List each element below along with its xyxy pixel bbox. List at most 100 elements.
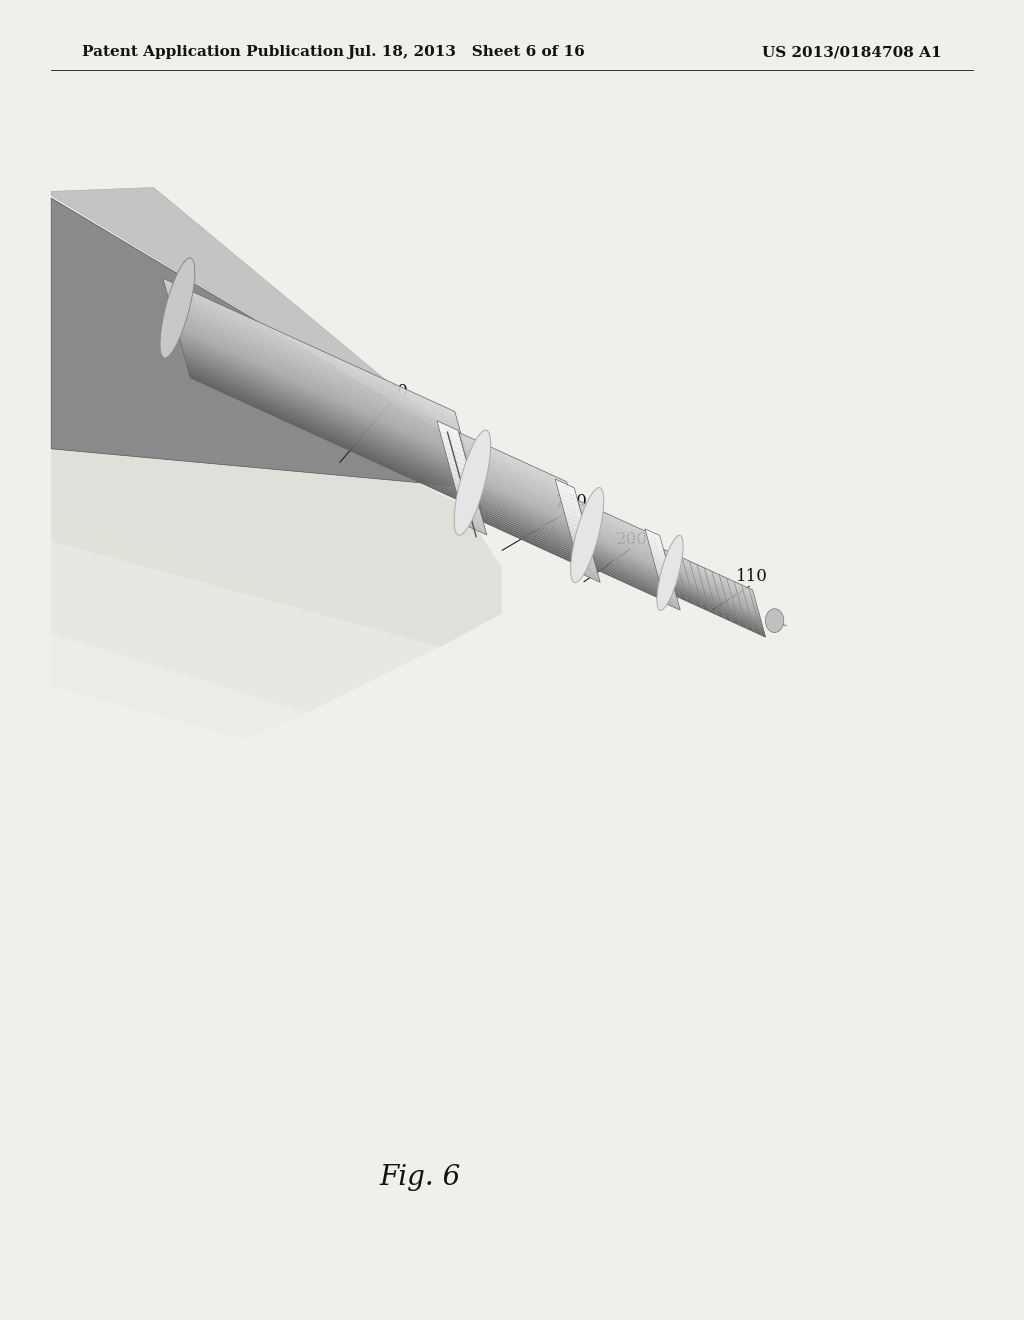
Polygon shape bbox=[593, 554, 669, 590]
Polygon shape bbox=[51, 304, 502, 647]
Text: 270: 270 bbox=[555, 492, 588, 510]
Polygon shape bbox=[656, 570, 672, 581]
Circle shape bbox=[765, 609, 783, 632]
Polygon shape bbox=[188, 372, 481, 507]
Polygon shape bbox=[564, 512, 585, 525]
Polygon shape bbox=[584, 521, 659, 557]
Polygon shape bbox=[584, 523, 659, 560]
Polygon shape bbox=[475, 492, 584, 544]
Polygon shape bbox=[587, 535, 664, 572]
Polygon shape bbox=[668, 564, 757, 606]
Polygon shape bbox=[655, 566, 671, 577]
Polygon shape bbox=[480, 508, 588, 560]
Polygon shape bbox=[483, 520, 591, 572]
Polygon shape bbox=[674, 586, 763, 628]
Polygon shape bbox=[665, 599, 680, 610]
Polygon shape bbox=[660, 585, 676, 595]
Polygon shape bbox=[463, 515, 485, 529]
Polygon shape bbox=[581, 511, 656, 546]
Polygon shape bbox=[592, 550, 668, 587]
Polygon shape bbox=[670, 572, 759, 614]
Polygon shape bbox=[669, 566, 758, 609]
Polygon shape bbox=[582, 515, 657, 550]
Polygon shape bbox=[167, 294, 460, 429]
Polygon shape bbox=[475, 491, 584, 543]
Polygon shape bbox=[173, 315, 466, 451]
Polygon shape bbox=[559, 494, 580, 507]
Polygon shape bbox=[558, 488, 579, 502]
Text: Fig. 6: Fig. 6 bbox=[379, 1164, 461, 1191]
Polygon shape bbox=[561, 503, 582, 516]
Polygon shape bbox=[657, 574, 673, 583]
Polygon shape bbox=[596, 566, 672, 603]
Polygon shape bbox=[649, 544, 665, 554]
Polygon shape bbox=[667, 558, 756, 601]
Polygon shape bbox=[183, 354, 476, 490]
Polygon shape bbox=[667, 562, 757, 605]
Polygon shape bbox=[478, 504, 587, 556]
Polygon shape bbox=[459, 433, 567, 484]
Polygon shape bbox=[591, 548, 667, 583]
Polygon shape bbox=[663, 593, 678, 603]
Text: Jul. 18, 2013   Sheet 6 of 16: Jul. 18, 2013 Sheet 6 of 16 bbox=[347, 45, 585, 59]
Polygon shape bbox=[466, 459, 574, 511]
Polygon shape bbox=[665, 552, 754, 594]
Polygon shape bbox=[469, 470, 578, 521]
Polygon shape bbox=[164, 280, 456, 416]
Polygon shape bbox=[555, 479, 575, 492]
Polygon shape bbox=[185, 360, 478, 495]
Polygon shape bbox=[187, 366, 479, 502]
Polygon shape bbox=[182, 348, 474, 483]
Polygon shape bbox=[666, 557, 756, 599]
Polygon shape bbox=[594, 561, 671, 598]
Polygon shape bbox=[578, 560, 598, 573]
Polygon shape bbox=[572, 540, 593, 554]
Polygon shape bbox=[176, 329, 469, 463]
Polygon shape bbox=[589, 540, 665, 577]
Polygon shape bbox=[439, 432, 463, 446]
Polygon shape bbox=[664, 550, 754, 593]
Polygon shape bbox=[569, 531, 590, 545]
Polygon shape bbox=[579, 502, 654, 539]
Polygon shape bbox=[467, 462, 575, 513]
Polygon shape bbox=[170, 304, 463, 440]
Polygon shape bbox=[477, 500, 586, 550]
Polygon shape bbox=[565, 517, 586, 531]
Polygon shape bbox=[175, 325, 468, 459]
Polygon shape bbox=[174, 318, 466, 453]
Polygon shape bbox=[471, 475, 579, 527]
Polygon shape bbox=[567, 521, 587, 535]
Polygon shape bbox=[669, 568, 758, 610]
Polygon shape bbox=[481, 515, 590, 566]
Polygon shape bbox=[172, 310, 464, 445]
Polygon shape bbox=[563, 507, 584, 521]
Polygon shape bbox=[460, 434, 568, 486]
Polygon shape bbox=[580, 569, 600, 582]
Polygon shape bbox=[470, 473, 579, 524]
Polygon shape bbox=[583, 519, 658, 556]
Polygon shape bbox=[662, 589, 677, 599]
Polygon shape bbox=[590, 544, 666, 579]
Polygon shape bbox=[587, 532, 663, 568]
Polygon shape bbox=[184, 356, 477, 491]
Polygon shape bbox=[579, 564, 599, 578]
Polygon shape bbox=[460, 437, 568, 488]
Polygon shape bbox=[165, 286, 458, 421]
Polygon shape bbox=[568, 527, 589, 540]
Polygon shape bbox=[163, 279, 456, 413]
Text: Patent Application Publication: Patent Application Publication bbox=[82, 45, 344, 59]
Polygon shape bbox=[590, 545, 666, 582]
Polygon shape bbox=[180, 341, 472, 475]
Polygon shape bbox=[175, 322, 467, 457]
Polygon shape bbox=[570, 536, 591, 549]
Polygon shape bbox=[473, 484, 582, 536]
Polygon shape bbox=[582, 516, 657, 552]
Polygon shape bbox=[648, 540, 664, 550]
Polygon shape bbox=[454, 483, 477, 499]
Polygon shape bbox=[653, 558, 669, 569]
Polygon shape bbox=[481, 513, 590, 565]
Polygon shape bbox=[468, 463, 575, 515]
Polygon shape bbox=[673, 582, 762, 624]
Polygon shape bbox=[671, 574, 760, 616]
Polygon shape bbox=[477, 498, 585, 549]
